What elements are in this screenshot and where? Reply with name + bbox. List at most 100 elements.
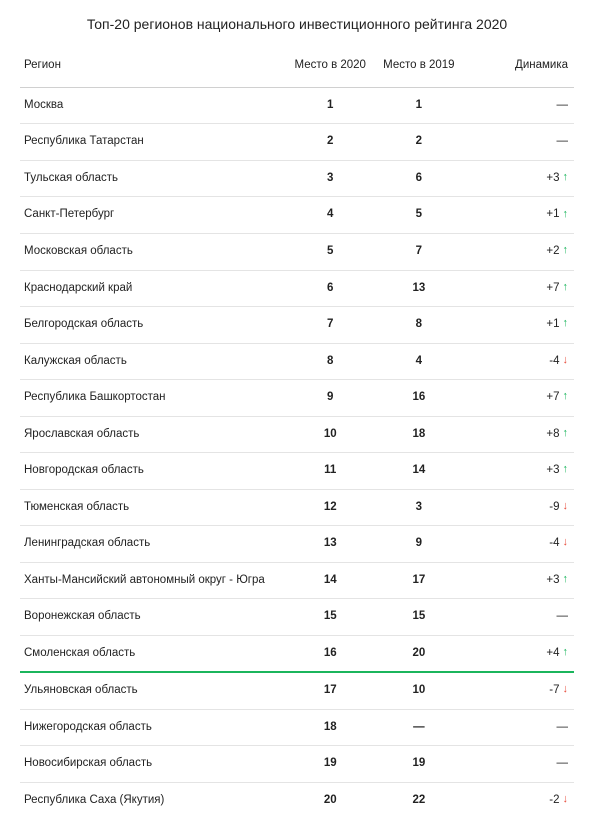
col-2019: Место в 2019 bbox=[375, 50, 464, 87]
table-row: Тюменская область123-9↓ bbox=[20, 489, 574, 526]
cell-dynamics: — bbox=[463, 709, 574, 746]
page-title: Топ-20 регионов национального инвестицио… bbox=[20, 16, 574, 32]
table-row: Краснодарский край613+7↑ bbox=[20, 270, 574, 307]
cell-place-2019: 18 bbox=[375, 416, 464, 453]
cell-region: Москва bbox=[20, 87, 286, 124]
cell-place-2019: 19 bbox=[375, 746, 464, 783]
cell-place-2019: 14 bbox=[375, 453, 464, 490]
dynamics-value: +8 bbox=[546, 427, 559, 443]
cell-place-2020: 1 bbox=[286, 87, 375, 124]
table-body: Москва11—Республика Татарстан22—Тульская… bbox=[20, 87, 574, 818]
cell-dynamics: -9↓ bbox=[463, 489, 574, 526]
table-row: Ульяновская область1710-7↓ bbox=[20, 672, 574, 709]
dynamics-value: -7 bbox=[549, 683, 559, 699]
dynamics-value: +2 bbox=[546, 244, 559, 260]
cell-dynamics: +7 ↑ bbox=[463, 380, 574, 417]
cell-place-2020: 8 bbox=[286, 343, 375, 380]
cell-place-2020: 17 bbox=[286, 672, 375, 709]
cell-place-2020: 4 bbox=[286, 197, 375, 234]
col-dynamics: Динамика bbox=[463, 50, 574, 87]
arrow-up-icon: ↑ bbox=[563, 172, 569, 183]
cell-region: Тюменская область bbox=[20, 489, 286, 526]
arrow-down-icon: ↓ bbox=[563, 537, 569, 548]
dynamics-value: -2 bbox=[549, 793, 559, 809]
cell-place-2019: 17 bbox=[375, 562, 464, 599]
cell-region: Тульская область bbox=[20, 160, 286, 197]
cell-region: Нижегородская область bbox=[20, 709, 286, 746]
cell-place-2019: 7 bbox=[375, 234, 464, 271]
cell-region: Московская область bbox=[20, 234, 286, 271]
ranking-table: Регион Место в 2020 Место в 2019 Динамик… bbox=[20, 50, 574, 818]
cell-region: Краснодарский край bbox=[20, 270, 286, 307]
cell-place-2019: 9 bbox=[375, 526, 464, 563]
cell-dynamics: -7 ↓ bbox=[463, 672, 574, 709]
cell-place-2020: 2 bbox=[286, 124, 375, 161]
cell-place-2019: 3 bbox=[375, 489, 464, 526]
table-row: Смоленская область1620 +4 ↑ bbox=[20, 635, 574, 672]
cell-region: Санкт-Петербург bbox=[20, 197, 286, 234]
cell-region: Калужская область bbox=[20, 343, 286, 380]
cell-place-2019: 6 bbox=[375, 160, 464, 197]
cell-dynamics: -4↓ bbox=[463, 526, 574, 563]
cell-place-2020: 5 bbox=[286, 234, 375, 271]
cell-place-2020: 20 bbox=[286, 782, 375, 818]
cell-place-2020: 7 bbox=[286, 307, 375, 344]
cell-place-2020: 3 bbox=[286, 160, 375, 197]
cell-region: Республика Башкортостан bbox=[20, 380, 286, 417]
dynamics-value: +1 bbox=[546, 317, 559, 333]
arrow-up-icon: ↑ bbox=[563, 245, 569, 256]
cell-place-2020: 6 bbox=[286, 270, 375, 307]
arrow-up-icon: ↑ bbox=[563, 391, 569, 402]
dynamics-value: +4 bbox=[546, 646, 559, 662]
cell-region: Ярославская область bbox=[20, 416, 286, 453]
arrow-up-icon: ↑ bbox=[563, 464, 569, 475]
cell-region: Республика Татарстан bbox=[20, 124, 286, 161]
table-row: Ханты-Мансийский автономный округ - Югра… bbox=[20, 562, 574, 599]
cell-place-2019: 5 bbox=[375, 197, 464, 234]
cell-place-2020: 18 bbox=[286, 709, 375, 746]
arrow-up-icon: ↑ bbox=[563, 318, 569, 329]
table-row: Санкт-Петербург45 +1 ↑ bbox=[20, 197, 574, 234]
cell-place-2019: 2 bbox=[375, 124, 464, 161]
cell-place-2019: 22 bbox=[375, 782, 464, 818]
table-container: Топ-20 регионов национального инвестицио… bbox=[0, 0, 594, 830]
dynamics-value: -4 bbox=[549, 354, 559, 370]
cell-dynamics: +1 ↑ bbox=[463, 197, 574, 234]
arrow-up-icon: ↑ bbox=[563, 647, 569, 658]
dynamics-value: +1 bbox=[546, 207, 559, 223]
arrow-down-icon: ↓ bbox=[563, 684, 569, 695]
table-row: Воронежская область1515— bbox=[20, 599, 574, 636]
cell-region: Ленинградская область bbox=[20, 526, 286, 563]
arrow-up-icon: ↑ bbox=[563, 428, 569, 439]
cell-dynamics: -2↓ bbox=[463, 782, 574, 818]
table-row: Калужская область84-4↓ bbox=[20, 343, 574, 380]
dynamics-value: +3 bbox=[546, 463, 559, 479]
table-row: Московская область57 +2 ↑ bbox=[20, 234, 574, 271]
arrow-down-icon: ↓ bbox=[563, 501, 569, 512]
cell-place-2020: 19 bbox=[286, 746, 375, 783]
table-row: Нижегородская область18—— bbox=[20, 709, 574, 746]
cell-place-2019: 8 bbox=[375, 307, 464, 344]
cell-region: Новосибирская область bbox=[20, 746, 286, 783]
cell-place-2020: 11 bbox=[286, 453, 375, 490]
cell-region: Ханты-Мансийский автономный округ - Югра bbox=[20, 562, 286, 599]
dash-icon: — bbox=[557, 609, 569, 625]
arrow-up-icon: ↑ bbox=[563, 209, 569, 220]
cell-dynamics: +3 ↑ bbox=[463, 160, 574, 197]
col-region: Регион bbox=[20, 50, 286, 87]
cell-dynamics: +2 ↑ bbox=[463, 234, 574, 271]
table-header: Регион Место в 2020 Место в 2019 Динамик… bbox=[20, 50, 574, 87]
cell-dynamics: — bbox=[463, 124, 574, 161]
cell-dynamics: +3↑ bbox=[463, 562, 574, 599]
cell-place-2020: 16 bbox=[286, 635, 375, 672]
cell-place-2019: 20 bbox=[375, 635, 464, 672]
dynamics-value: +3 bbox=[546, 171, 559, 187]
table-row: Тульская область36 +3 ↑ bbox=[20, 160, 574, 197]
table-row: Республика Саха (Якутия)2022-2↓ bbox=[20, 782, 574, 818]
table-row: Республика Башкортостан916+7↑ bbox=[20, 380, 574, 417]
cell-dynamics: +7↑ bbox=[463, 270, 574, 307]
cell-place-2020: 9 bbox=[286, 380, 375, 417]
cell-place-2019: 10 bbox=[375, 672, 464, 709]
cell-region: Смоленская область bbox=[20, 635, 286, 672]
dynamics-value: +7 bbox=[546, 390, 559, 406]
